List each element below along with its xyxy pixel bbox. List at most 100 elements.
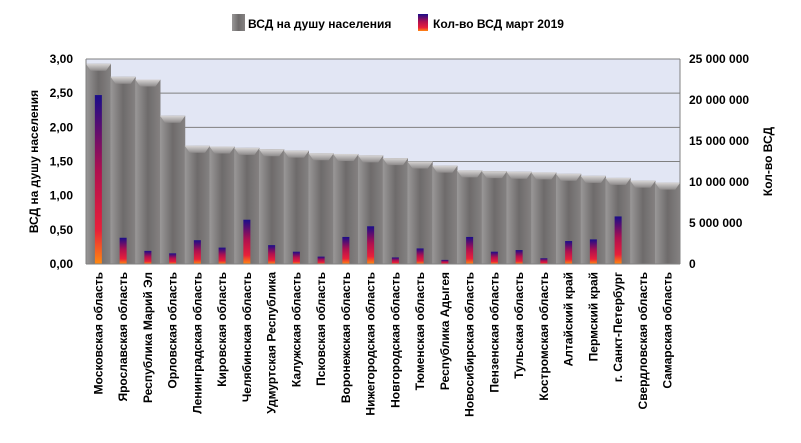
bar-vsd-per-capita — [531, 172, 557, 264]
bar-top-bevel — [333, 153, 359, 161]
x-tick-label: Воронежская область — [339, 272, 353, 403]
x-tick-label: Калужская область — [289, 272, 303, 387]
bar-vsd-count — [292, 251, 300, 264]
y-tick-labels: 0,00 0,50 1,00 1,50 2,00 2,50 3,00 — [50, 52, 74, 271]
x-tick-label: Новосибирская область — [463, 272, 477, 417]
y2-tick-label: 20 000 000 — [689, 93, 749, 107]
bar-vsd-per-capita — [283, 150, 309, 264]
bar-body — [110, 76, 136, 265]
x-tick-labels: Московская область Ярославская область Рес… — [91, 272, 674, 417]
bar-vsd-count — [243, 219, 251, 264]
bar-top-bevel — [605, 177, 631, 185]
bar-vsd-count — [540, 258, 548, 264]
x-tick-label: Республика Марий Эл — [141, 272, 155, 403]
bar-top-bevel — [283, 150, 309, 158]
bar-top-bevel — [135, 79, 161, 87]
legend: ВСД на душу населения Кол-во ВСД март 20… — [232, 14, 564, 31]
bar-top-bevel — [209, 146, 235, 154]
bar-body — [630, 180, 656, 264]
y2-tick-label: 10 000 000 — [689, 175, 749, 189]
bar-top-bevel — [630, 180, 656, 188]
bar-vsd-count — [367, 226, 375, 264]
bar-body — [135, 79, 161, 264]
x-tick-label: Пензенская область — [487, 272, 501, 393]
x-tick-label: Ярославская область — [116, 272, 130, 402]
y-tick-label: 0,00 — [50, 257, 74, 271]
bar-body — [209, 146, 235, 264]
bar-vsd-per-capita — [655, 182, 681, 264]
bar-vsd-count — [391, 257, 399, 264]
bar-body — [506, 171, 532, 264]
x-tick-label: Орловская область — [166, 272, 180, 389]
bar-vsd-per-capita — [135, 79, 161, 264]
bar-top-bevel — [259, 149, 285, 157]
bar-top-bevel — [556, 173, 582, 181]
series-vsd-count — [94, 95, 622, 264]
x-tick-label: Тюменская область — [413, 272, 427, 390]
bar-top-bevel — [184, 145, 210, 153]
x-tick-label: г. Санкт-Петербург — [611, 272, 625, 382]
bar-vsd-per-capita — [382, 158, 408, 264]
x-tick-label: Челябинская область — [240, 272, 254, 402]
bar-top-bevel — [382, 158, 408, 166]
x-tick-label: Кировская область — [215, 272, 229, 387]
bar-vsd-count — [416, 248, 424, 264]
bar-top-bevel — [308, 153, 334, 161]
bar-vsd-count — [515, 250, 523, 264]
x-tick-label: Ленинградская область — [190, 272, 204, 414]
bar-vsd-count — [565, 241, 573, 264]
legend-label-vsd-count: Кол-во ВСД март 2019 — [433, 17, 564, 31]
bar-vsd-count — [218, 247, 226, 264]
bar-top-bevel — [506, 171, 532, 179]
x-tick-label: Нижегородская область — [364, 272, 378, 416]
bar-body — [259, 149, 285, 264]
x-tick-label: Пермский край — [586, 272, 600, 361]
bar-top-bevel — [234, 147, 260, 155]
bar-top-bevel — [407, 161, 433, 169]
y2-tick-label: 0 — [689, 257, 696, 271]
bar-vsd-per-capita — [506, 171, 532, 264]
x-tick-label: Новгородская область — [388, 272, 402, 408]
x-tick-label: Тульская область — [512, 272, 526, 379]
y2-tick-label: 15 000 000 — [689, 134, 749, 148]
bar-body — [432, 165, 458, 264]
bar-top-bevel — [110, 76, 136, 84]
bar-body — [160, 115, 186, 264]
bar-top-bevel — [160, 115, 186, 123]
bar-vsd-count — [268, 245, 276, 264]
bar-vsd-count — [466, 236, 474, 264]
bar-vsd-per-capita — [209, 146, 235, 264]
bar-vsd-per-capita — [407, 161, 433, 264]
y-tick-label: 2,00 — [50, 120, 74, 134]
y-tick-label: 3,00 — [50, 52, 74, 66]
bar-top-bevel — [655, 182, 681, 190]
bar-vsd-count — [169, 253, 177, 264]
y-tick-label: 1,50 — [50, 155, 74, 169]
y2-tick-labels: 0 5 000 000 10 000 000 15 000 000 20 000 000… — [689, 52, 749, 271]
y2-tick-label: 25 000 000 — [689, 52, 749, 66]
y2-axis-title: Кол-во ВСД — [761, 126, 775, 196]
bar-vsd-per-capita — [358, 155, 384, 264]
bar-top-bevel — [531, 172, 557, 180]
x-tick-label: Московская область — [91, 272, 105, 394]
bar-vsd-count — [441, 259, 449, 264]
x-tick-label: Алтайский край — [562, 272, 576, 366]
bar-vsd-per-capita — [160, 115, 186, 264]
legend-swatch-vsd-count — [418, 14, 428, 31]
y-tick-label: 1,00 — [50, 189, 74, 203]
bar-vsd-per-capita — [630, 180, 656, 264]
x-tick-label: Псковская область — [314, 272, 328, 386]
bar-top-bevel — [432, 165, 458, 173]
x-tick-label: Свердловская область — [636, 272, 650, 409]
bar-vsd-count — [589, 239, 597, 264]
bar-body — [382, 158, 408, 264]
bar-top-bevel — [85, 63, 111, 71]
bar-body — [407, 161, 433, 264]
x-tick-label: Удмуртская Республика — [265, 272, 279, 414]
bar-vsd-count — [119, 237, 127, 264]
bar-vsd-count — [144, 250, 152, 264]
bar-vsd-per-capita — [481, 171, 507, 264]
y-tick-label: 0,50 — [50, 223, 74, 237]
y-tick-label: 2,50 — [50, 86, 74, 100]
